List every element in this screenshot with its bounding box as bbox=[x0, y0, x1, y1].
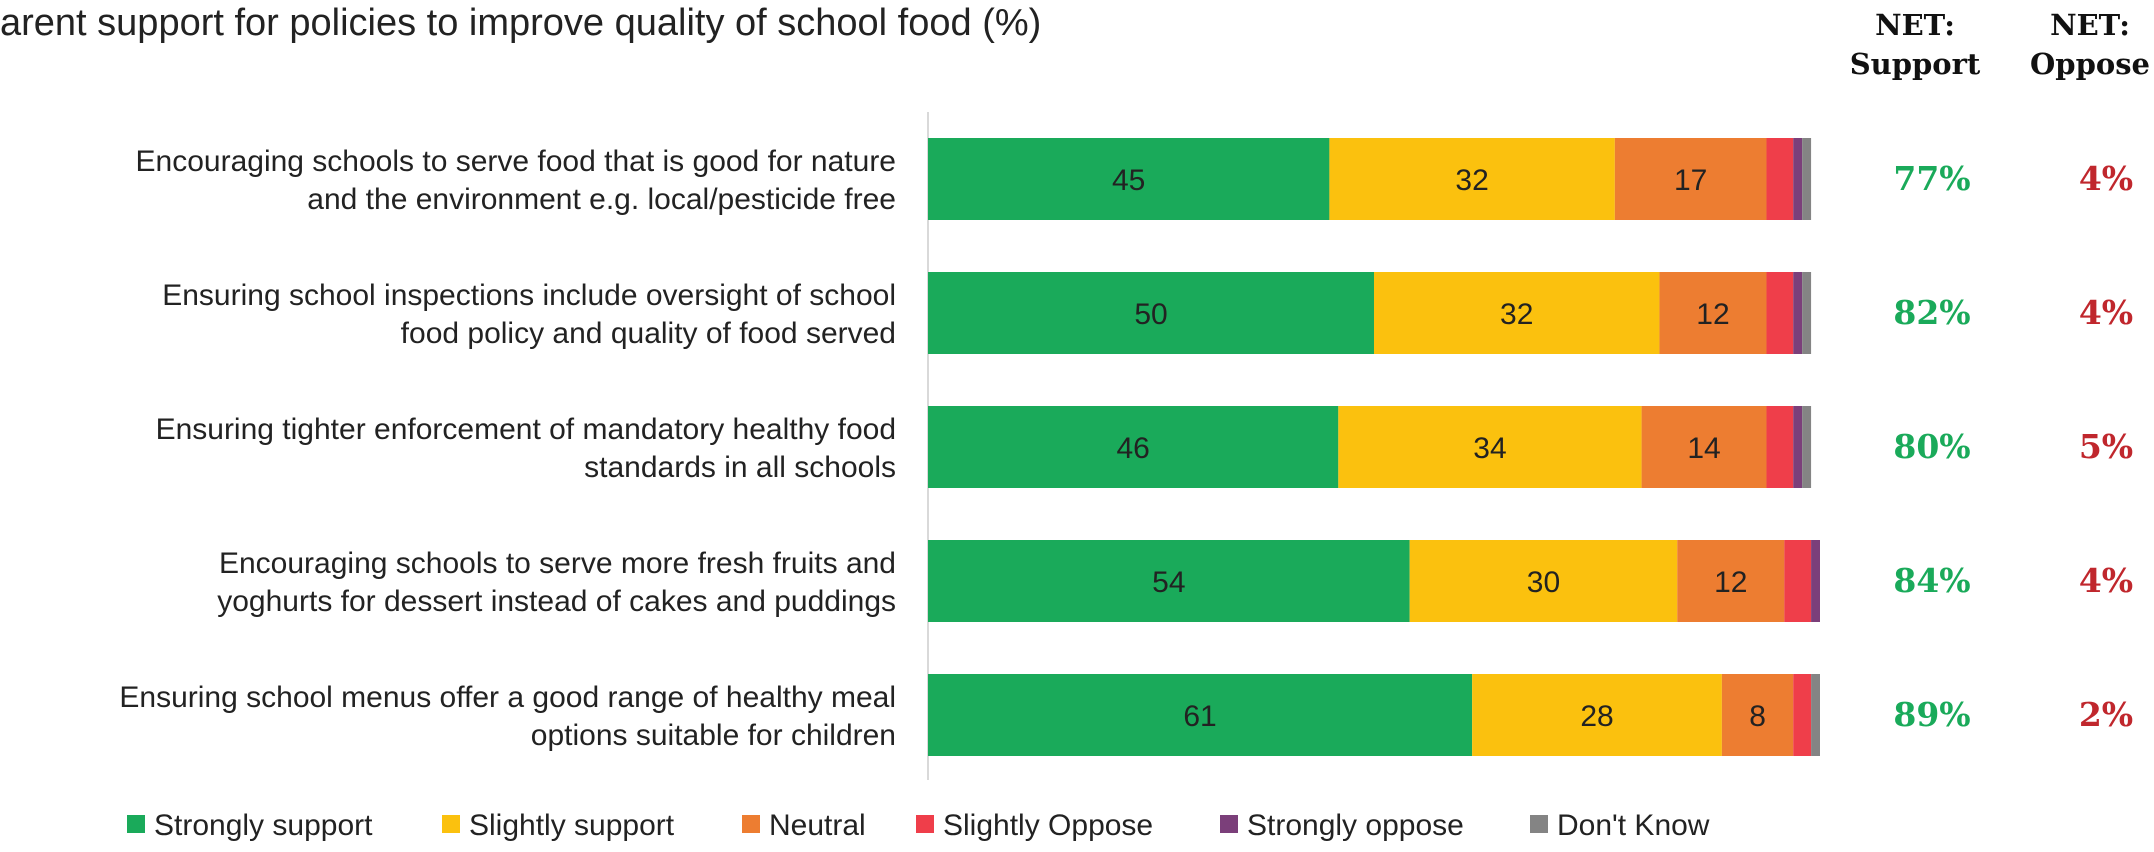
data-label: 50 bbox=[1134, 298, 1167, 331]
bar-segment bbox=[1793, 406, 1803, 488]
data-label: 54 bbox=[1152, 566, 1185, 599]
bar-segment bbox=[1374, 272, 1660, 354]
legend-item: Slightly Oppose bbox=[916, 809, 1153, 842]
legend-item: Slightly support bbox=[442, 809, 675, 842]
legend-swatch bbox=[442, 815, 460, 833]
bar-segment bbox=[1766, 272, 1794, 354]
category-label-line: Encouraging schools to serve food that i… bbox=[136, 145, 896, 178]
bar-segment bbox=[1784, 540, 1812, 622]
category-label-line: options suitable for children bbox=[531, 719, 896, 752]
net-oppose-header-line-2: Oppose bbox=[2030, 47, 2150, 81]
net-support-value: 84% bbox=[1893, 561, 1970, 600]
data-label: 12 bbox=[1714, 566, 1747, 599]
chart-title: arent support for policies to improve qu… bbox=[0, 2, 1041, 44]
bar-row: Encouraging schools to serve more fresh … bbox=[217, 540, 2133, 622]
net-support-value: 80% bbox=[1893, 427, 1970, 466]
bar-segment bbox=[928, 272, 1374, 354]
bar-segment bbox=[1802, 272, 1812, 354]
legend-item: Neutral bbox=[742, 809, 866, 842]
bar-row: Ensuring school menus offer a good range… bbox=[119, 674, 2133, 756]
bar-segment bbox=[1811, 540, 1820, 622]
legend-swatch bbox=[916, 815, 934, 833]
bar-segment bbox=[1614, 138, 1767, 220]
net-support-header: NET: Support bbox=[1850, 8, 1981, 81]
data-label: 32 bbox=[1500, 298, 1533, 331]
bar-segment bbox=[1766, 406, 1794, 488]
legend-label: Strongly support bbox=[154, 809, 373, 842]
legend-label: Strongly oppose bbox=[1247, 809, 1464, 842]
bar-segment bbox=[1472, 674, 1722, 756]
legend-item: Don't Know bbox=[1530, 809, 1710, 842]
net-support-value: 77% bbox=[1893, 159, 1970, 198]
legend-label: Don't Know bbox=[1557, 809, 1710, 842]
net-support-value: 89% bbox=[1893, 695, 1970, 734]
legend-label: Neutral bbox=[769, 809, 866, 842]
legend-label: Slightly Oppose bbox=[943, 809, 1153, 842]
category-label-line: Ensuring school inspections include over… bbox=[162, 279, 896, 312]
category-label-line: standards in all schools bbox=[584, 451, 896, 484]
bar-segment bbox=[928, 406, 1339, 488]
bar-segment bbox=[1338, 406, 1642, 488]
legend-swatch bbox=[1530, 815, 1548, 833]
category-label-line: and the environment e.g. local/pesticide… bbox=[307, 183, 896, 216]
data-label: 14 bbox=[1687, 432, 1720, 465]
data-label: 32 bbox=[1455, 164, 1488, 197]
data-label: 61 bbox=[1183, 700, 1216, 733]
net-oppose-value: 4% bbox=[2079, 561, 2133, 600]
legend-swatch bbox=[1220, 815, 1238, 833]
bar-segment bbox=[1802, 406, 1812, 488]
data-label: 46 bbox=[1116, 432, 1149, 465]
legend-item: Strongly oppose bbox=[1220, 809, 1464, 842]
bar-row: Ensuring school inspections include over… bbox=[162, 272, 2133, 354]
category-label-line: food policy and quality of food served bbox=[401, 317, 896, 350]
data-label: 45 bbox=[1112, 164, 1145, 197]
bar-segment bbox=[1659, 272, 1767, 354]
bar-segment bbox=[1793, 272, 1803, 354]
legend: Strongly support Slightly support Neutral S… bbox=[127, 809, 1710, 842]
data-label: 30 bbox=[1527, 566, 1560, 599]
legend-swatch bbox=[127, 815, 145, 833]
bar-segment bbox=[1802, 138, 1812, 220]
bar-segment bbox=[1793, 138, 1803, 220]
bar-segment bbox=[1721, 674, 1794, 756]
net-support-header-line-2: Support bbox=[1850, 47, 1981, 81]
category-label-line: Ensuring school menus offer a good range… bbox=[119, 681, 896, 714]
net-oppose-value: 4% bbox=[2079, 293, 2133, 332]
data-label: 28 bbox=[1580, 700, 1613, 733]
data-label: 17 bbox=[1674, 164, 1707, 197]
data-label: 34 bbox=[1473, 432, 1506, 465]
net-oppose-value: 5% bbox=[2079, 427, 2133, 466]
bar-segment bbox=[928, 674, 1473, 756]
bar-segment bbox=[1641, 406, 1767, 488]
bar-segment bbox=[1677, 540, 1785, 622]
net-oppose-header: NET: Oppose bbox=[2030, 8, 2150, 81]
bar-segment bbox=[1766, 138, 1794, 220]
legend-item: Strongly support bbox=[127, 809, 373, 842]
net-oppose-header-line-1: NET: bbox=[2050, 8, 2130, 42]
bar-segment bbox=[1409, 540, 1678, 622]
category-label-line: Ensuring tighter enforcement of mandator… bbox=[156, 413, 896, 446]
bar-row: Ensuring tighter enforcement of mandator… bbox=[156, 406, 2133, 488]
bar-segment bbox=[1811, 674, 1820, 756]
data-label: 12 bbox=[1696, 298, 1729, 331]
category-label-line: yoghurts for dessert instead of cakes an… bbox=[217, 585, 896, 618]
bar-row: Encouraging schools to serve food that i… bbox=[136, 138, 2133, 220]
net-oppose-value: 2% bbox=[2079, 695, 2133, 734]
bar-segment bbox=[928, 540, 1410, 622]
legend-label: Slightly support bbox=[469, 809, 675, 842]
net-support-header-line-1: NET: bbox=[1875, 8, 1955, 42]
category-label-line: Encouraging schools to serve more fresh … bbox=[219, 547, 896, 580]
bar-segment bbox=[928, 138, 1330, 220]
bar-segment bbox=[1793, 674, 1812, 756]
net-oppose-value: 4% bbox=[2079, 159, 2133, 198]
legend-swatch bbox=[742, 815, 760, 833]
bar-segment bbox=[1329, 138, 1615, 220]
net-support-value: 82% bbox=[1893, 293, 1970, 332]
bar-rows: Encouraging schools to serve food that i… bbox=[119, 138, 2133, 756]
data-label: 8 bbox=[1749, 700, 1766, 733]
